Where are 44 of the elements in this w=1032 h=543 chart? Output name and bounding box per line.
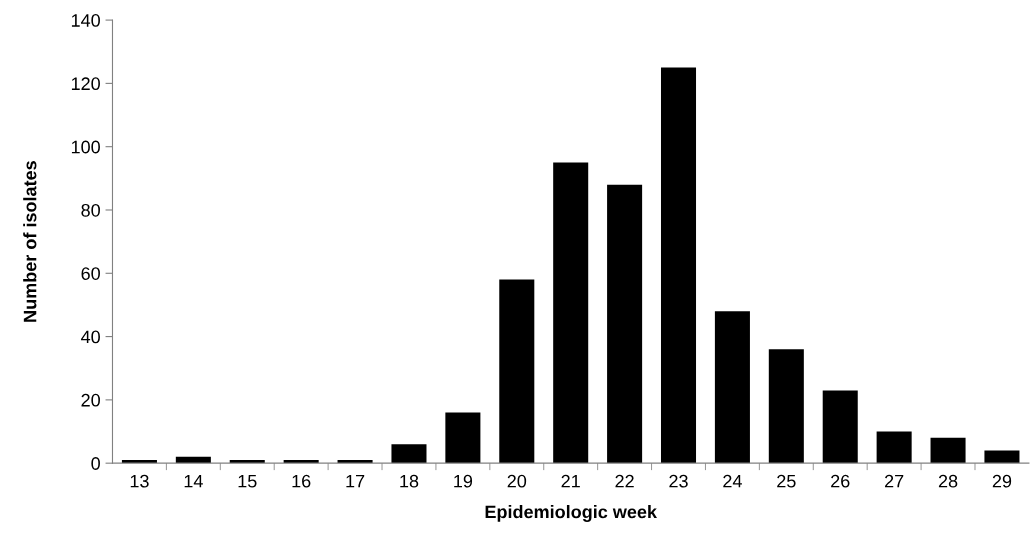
x-tick-label: 13 (130, 474, 149, 488)
y-tick-label: 100 (71, 140, 100, 154)
y-tick-label: 60 (81, 267, 100, 280)
bar (930, 437, 966, 464)
bar (229, 460, 265, 464)
x-tick-label: 15 (238, 474, 257, 488)
y-tick-label: 20 (81, 393, 100, 407)
bar (822, 390, 858, 464)
x-tick-label: 22 (615, 474, 634, 488)
y-tick-label: 40 (81, 330, 100, 344)
bar (768, 349, 804, 464)
bar (714, 311, 750, 464)
x-tick-label: 25 (777, 474, 796, 488)
y-axis-title: Number of isolates (23, 161, 37, 322)
y-tick-label: 80 (81, 203, 100, 217)
x-tick-label: 18 (400, 474, 419, 488)
x-tick-label: 26 (831, 474, 850, 488)
bar (445, 412, 481, 464)
bar (283, 460, 319, 464)
bar (337, 460, 373, 464)
bar (121, 460, 157, 464)
bar (175, 456, 211, 464)
x-tick-label: 17 (346, 474, 365, 488)
y-tick-label: 140 (71, 14, 100, 27)
x-tick-label: 24 (723, 474, 742, 488)
x-tick-label: 29 (992, 474, 1012, 488)
y-tick-label: 120 (71, 77, 100, 91)
bar (607, 184, 643, 464)
bar (499, 279, 535, 464)
x-axis-title: Epidemiologic week (485, 505, 658, 522)
x-tick-label: 19 (454, 474, 473, 488)
y-tick-label: 0 (91, 457, 100, 470)
bar (984, 450, 1020, 464)
bar (660, 67, 697, 464)
bar (876, 431, 912, 464)
x-tick-label: 23 (669, 474, 688, 488)
x-tick-label: 21 (561, 474, 580, 488)
x-tick-label: 27 (885, 474, 904, 488)
bar (553, 162, 589, 464)
x-tick-label: 14 (184, 474, 203, 488)
x-tick-label: 28 (938, 474, 958, 488)
x-tick-label: 16 (292, 474, 311, 488)
x-tick-label: 20 (507, 474, 527, 488)
bar (391, 444, 427, 464)
